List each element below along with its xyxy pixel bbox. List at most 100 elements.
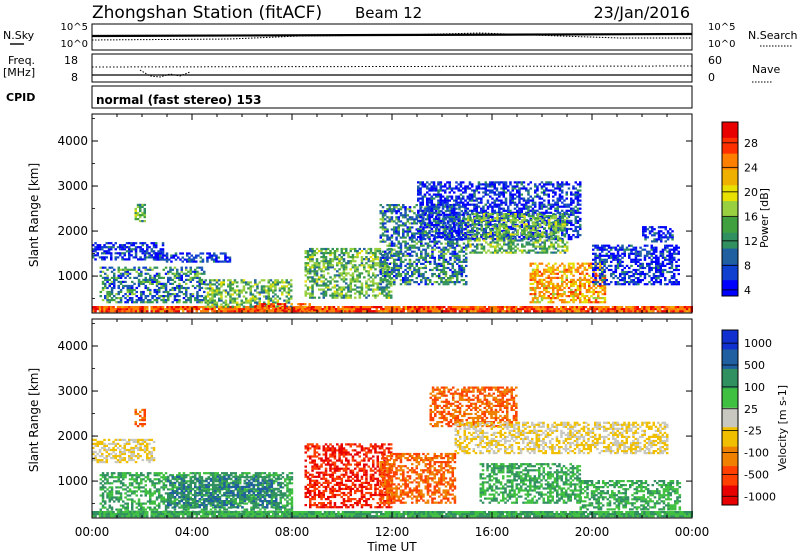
rti-cell: [468, 229, 472, 233]
rti-cell: [420, 266, 423, 270]
rti-cell: [534, 221, 537, 224]
rti-cell: [171, 301, 174, 304]
rti-cell: [163, 258, 166, 261]
rti-cell: [496, 251, 499, 254]
rti-cell: [337, 310, 340, 313]
rti-cell: [177, 306, 180, 309]
rti-cell: [281, 279, 284, 282]
rti-cell: [224, 301, 228, 304]
rti-cell: [164, 299, 168, 302]
rti-cell: [360, 264, 364, 267]
rti-cell: [189, 272, 192, 275]
rti-cell: [451, 222, 454, 225]
rti-cell: [393, 268, 396, 272]
rti-cell: [556, 185, 559, 188]
rti-cell: [449, 216, 452, 219]
rti-cell: [206, 299, 210, 302]
rti-cell: [176, 293, 179, 296]
rti-cell: [353, 306, 356, 309]
rti-cell: [488, 306, 491, 309]
rti-cell: [435, 236, 438, 239]
rti-cell: [516, 203, 519, 206]
rti-cell: [534, 274, 537, 277]
rti-cell: [564, 308, 567, 311]
rti-cell: [301, 303, 305, 306]
rti-cell: [498, 239, 501, 242]
rti-cell: [500, 191, 503, 194]
rti-cell: [386, 204, 389, 207]
rti-cell: [540, 211, 544, 214]
rti-cell: [477, 232, 481, 235]
rti-cell: [161, 248, 165, 251]
rti-cell: [561, 223, 565, 226]
rti-cell: [437, 213, 440, 216]
rti-cell: [540, 187, 544, 190]
rti-cell: [189, 299, 192, 302]
rti-cell: [151, 297, 154, 300]
rti-cell: [531, 274, 535, 277]
rti-cell: [340, 294, 343, 297]
rti-cell: [390, 268, 394, 272]
rti-cell: [279, 307, 282, 310]
rti-cell: [152, 252, 156, 255]
rti-cell: [489, 181, 492, 184]
rti-cell: [476, 231, 479, 234]
rti-cell: [267, 303, 270, 306]
rti-cell: [512, 308, 516, 311]
rti-cell: [435, 193, 438, 196]
rti-cell: [491, 239, 495, 242]
rti-cell: [523, 223, 526, 226]
rti-cell: [110, 248, 113, 251]
rti-cell: [444, 204, 448, 207]
rti-cell: [446, 201, 449, 204]
rti-cell: [520, 209, 523, 212]
rti-cell: [527, 225, 531, 228]
rti-cell: [438, 306, 441, 309]
rti-cell: [563, 229, 567, 232]
rti-cell: [406, 279, 409, 282]
rti-cell: [527, 235, 531, 238]
rti-cell: [101, 276, 105, 279]
rti-cell: [395, 306, 399, 309]
rti-cell: [438, 210, 441, 213]
rti-cell: [482, 219, 486, 222]
rti-cell: [600, 306, 603, 309]
rti-cell: [367, 266, 370, 269]
rti-cell: [287, 291, 291, 294]
rti-cell: [558, 215, 562, 218]
rti-cell: [411, 264, 414, 267]
rti-cell: [272, 307, 275, 310]
rti-cell: [570, 193, 573, 196]
rti-cell: [143, 242, 147, 245]
rti-cell: [534, 219, 537, 222]
rti-cell: [535, 308, 538, 311]
rti-cell: [531, 232, 535, 235]
rti-cell: [117, 280, 120, 283]
rti-cell: [245, 283, 248, 286]
rti-cell: [475, 207, 478, 210]
rti-cell: [499, 306, 502, 309]
rti-cell: [504, 223, 508, 227]
rti-cell: [132, 244, 135, 247]
rti-cell: [520, 183, 523, 186]
rti-cell: [194, 270, 197, 273]
rti-cell: [395, 236, 398, 239]
rti-cell: [505, 249, 508, 252]
rti-cell: [433, 262, 436, 265]
rti-cell: [447, 248, 450, 251]
rti-cell: [385, 262, 388, 265]
rti-cell: [372, 280, 375, 283]
rti-cell: [456, 308, 460, 311]
rti-cell: [495, 197, 499, 200]
rti-cell: [128, 272, 132, 275]
rti-cell: [158, 290, 161, 294]
rti-cell: [679, 308, 682, 311]
rti-cell: [528, 306, 531, 309]
rti-cell: [404, 254, 407, 257]
rti-cell: [277, 303, 280, 306]
rti-cell: [390, 212, 394, 215]
rti-cell: [406, 266, 409, 270]
rti-cell: [159, 310, 162, 313]
rti-cell: [480, 199, 483, 202]
rti-cell: [433, 258, 436, 261]
